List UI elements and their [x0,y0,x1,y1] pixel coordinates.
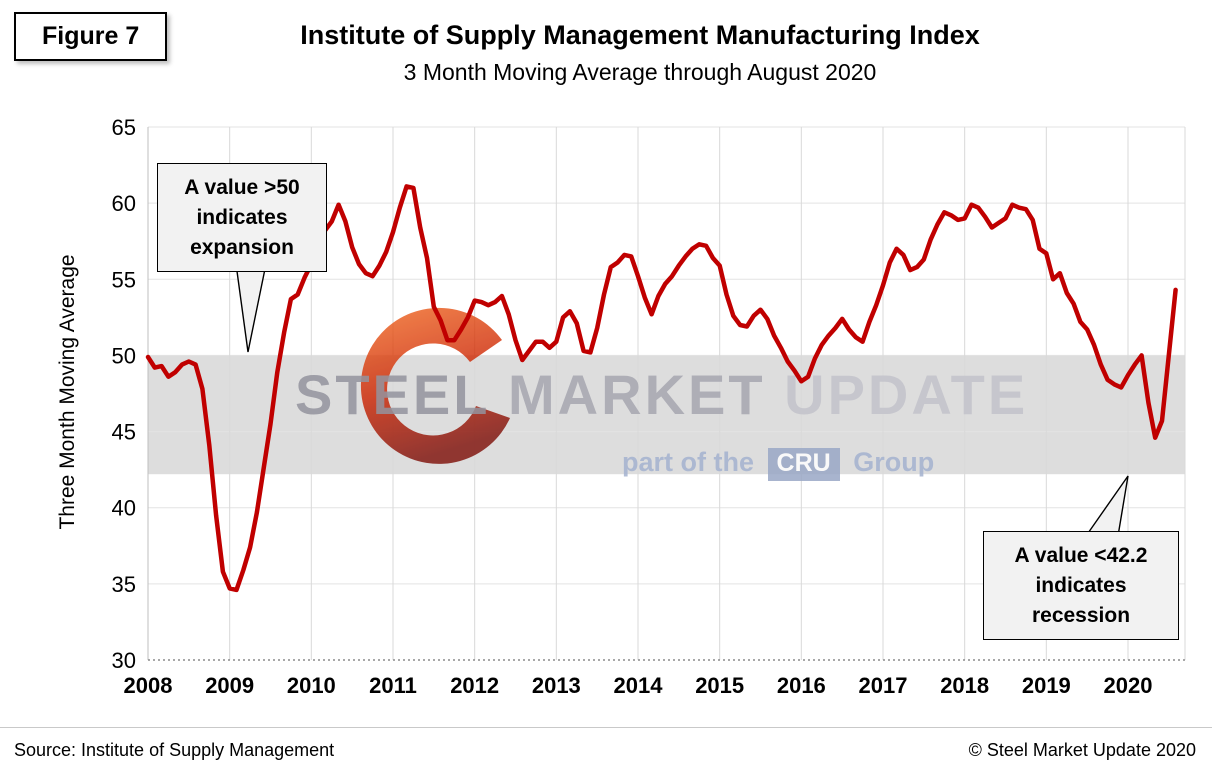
svg-text:35: 35 [112,572,136,597]
svg-text:45: 45 [112,420,136,445]
svg-text:40: 40 [112,496,136,521]
svg-text:2010: 2010 [287,673,336,698]
svg-text:2018: 2018 [940,673,989,698]
svg-text:65: 65 [112,115,136,140]
svg-text:55: 55 [112,267,136,292]
recession-annotation: A value <42.2 indicates recession [983,531,1179,641]
svg-text:60: 60 [112,191,136,216]
source-note: Source: Institute of Supply Management [14,740,335,760]
svg-text:2012: 2012 [450,673,499,698]
svg-text:2019: 2019 [1022,673,1071,698]
title-block: Institute of Supply Management Manufactu… [130,0,1150,86]
svg-text:2013: 2013 [532,673,581,698]
figure-label: Figure 7 [14,12,168,61]
expansion-annotation: A value >50 indicates expansion [157,163,327,273]
svg-text:2015: 2015 [695,673,744,698]
svg-text:2009: 2009 [205,673,254,698]
copyright-note: © Steel Market Update 2020 [968,740,1196,760]
svg-text:2016: 2016 [777,673,826,698]
svg-text:2014: 2014 [614,673,664,698]
svg-text:2020: 2020 [1104,673,1153,698]
svg-text:2008: 2008 [124,673,173,698]
svg-text:50: 50 [112,343,136,368]
svg-text:2011: 2011 [369,673,417,698]
chart-title: Institute of Supply Management Manufactu… [300,20,980,50]
svg-text:2017: 2017 [859,673,908,698]
chart-subtitle: 3 Month Moving Average through August 20… [403,59,877,85]
svg-text:30: 30 [112,648,136,673]
footer-divider [0,727,1212,728]
